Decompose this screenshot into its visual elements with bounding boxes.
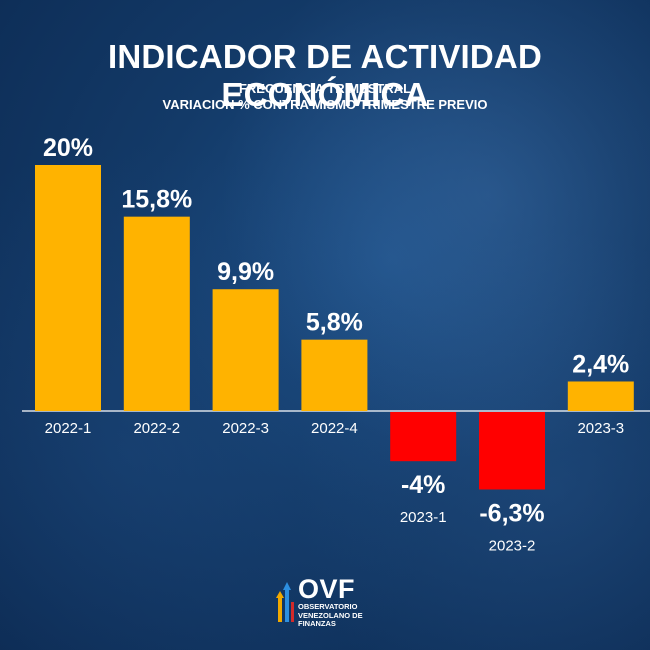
category-label-2022-4: 2022-4: [311, 420, 358, 437]
value-label-2022-1: 20%: [43, 134, 93, 162]
bar-2023-1: [390, 412, 457, 462]
value-label-2022-2: 15,8%: [121, 186, 192, 214]
bar-2023-2: [479, 412, 545, 490]
bar-2022-4: [301, 339, 368, 411]
category-label-2022-3: 2022-3: [222, 420, 269, 437]
bar-2022-1: [35, 165, 101, 411]
chart-title: INDICADOR DE ACTIVIDAD ECONÓMICA: [107, 38, 542, 113]
logo-arrows-icon: [276, 582, 294, 622]
value-label-2023-3: 2,4%: [572, 350, 629, 378]
category-label-2023-3: 2023-3: [577, 420, 624, 437]
ovf-logo: OVF OBSERVATORIO VENEZOLANO DE FINANZAS: [276, 574, 386, 628]
bar-2023-3: [567, 381, 634, 411]
value-label-2023-2: -6,3%: [479, 499, 544, 527]
chart-subtitle-variation: VARIACION % CONTRA MISMO TRIMESTRE PREVI…: [162, 97, 488, 112]
bar-2022-2: [123, 216, 190, 411]
chart-subtitle-frequency: FRECUENCIA TRIMESTRAL: [238, 81, 412, 96]
category-label-2023-1: 2023-1: [400, 509, 447, 526]
category-label-2022-1: 2022-1: [45, 420, 92, 437]
logo-text: OVF: [298, 574, 356, 604]
category-label-2023-2: 2023-2: [489, 537, 536, 554]
value-label-2022-4: 5,8%: [306, 309, 363, 337]
logo-subtext: OBSERVATORIO VENEZOLANO DE FINANZAS: [298, 602, 363, 628]
value-label-2022-3: 9,9%: [217, 258, 274, 286]
bar-2022-3: [212, 289, 279, 411]
category-label-2022-2: 2022-2: [133, 420, 180, 437]
value-label-2023-1: -4%: [401, 471, 445, 499]
